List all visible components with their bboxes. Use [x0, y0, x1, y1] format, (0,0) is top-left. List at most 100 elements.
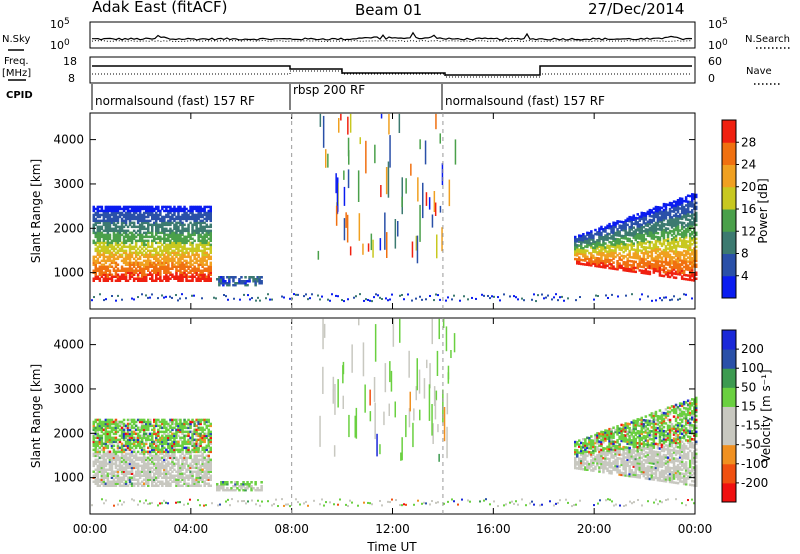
- echo-cell: [140, 235, 144, 239]
- echo-cell: [668, 261, 672, 265]
- echo-cell: [688, 224, 692, 228]
- echo-cell: [205, 448, 208, 452]
- echo-cell: [195, 231, 198, 235]
- echo-cell: [112, 438, 116, 442]
- echo-cell: [104, 261, 108, 265]
- echo-cell: [149, 261, 152, 265]
- echo-cell: [684, 218, 688, 221]
- echo-cell: [96, 448, 100, 452]
- echo-cell: [299, 503, 301, 506]
- echo-cell: [105, 499, 107, 502]
- echo-cell: [191, 480, 194, 483]
- echo-cell: [122, 257, 126, 261]
- echo-cell: [165, 243, 168, 247]
- echo-cell: [624, 235, 627, 238]
- echo-cell: [596, 265, 599, 268]
- echo-cell: [132, 263, 136, 266]
- echo-cell: [305, 500, 307, 503]
- echo-cell: [207, 472, 210, 475]
- echo-cell: [102, 482, 106, 485]
- freq-label-2: [MHz]: [2, 68, 31, 79]
- echo-cell: [177, 247, 180, 251]
- echo-cell: [203, 432, 206, 436]
- echo-cell: [588, 231, 591, 235]
- echo-cell: [691, 213, 694, 216]
- echo-cell: [132, 209, 136, 213]
- echo-cell: [659, 500, 661, 503]
- echo-cell: [197, 480, 200, 483]
- echo-cell: [175, 251, 178, 255]
- echo-cell: [666, 275, 670, 278]
- echo-cell: [331, 293, 333, 296]
- echo-cell: [203, 446, 206, 450]
- echo-cell: [656, 267, 660, 271]
- echo-cell: [157, 474, 160, 477]
- echo-cell: [102, 472, 106, 475]
- echo-cell: [175, 233, 178, 237]
- echo-cell: [94, 444, 97, 448]
- echo-cell: [666, 273, 670, 276]
- echo-cell: [124, 279, 128, 282]
- echo-cell: [161, 430, 164, 434]
- echo-cell: [665, 296, 667, 299]
- echo-cell: [136, 273, 140, 276]
- echo-cell: [609, 498, 611, 501]
- echo-cell: [124, 436, 128, 440]
- echo-cell: [149, 452, 152, 456]
- echo-cell: [138, 476, 142, 479]
- echo-cell: [680, 203, 684, 207]
- colorbar-swatch: [722, 164, 736, 188]
- echo-cell: [112, 275, 116, 278]
- echo-cell: [159, 231, 162, 235]
- echo-cell: [163, 456, 166, 460]
- echo-cell: [94, 217, 97, 221]
- echo-cell: [116, 211, 120, 215]
- echo-cell: [602, 230, 605, 233]
- echo-cell: [118, 460, 122, 464]
- echo-cell: [149, 273, 152, 276]
- echo-cell: [120, 277, 124, 280]
- echo-cell: [118, 464, 122, 468]
- echo-cell: [138, 223, 142, 227]
- echo-cell: [142, 464, 146, 468]
- echo-cell: [311, 293, 313, 296]
- echo-cell: [638, 231, 641, 234]
- echo-cell: [120, 265, 124, 268]
- echo-cell: [149, 438, 152, 442]
- echo-cell: [189, 241, 192, 245]
- echo-cell: [132, 213, 136, 217]
- echo-cell: [118, 478, 122, 481]
- echo-cell: [652, 223, 656, 226]
- echo-cell: [189, 452, 192, 456]
- echo-cell: [682, 199, 686, 203]
- echo-cell: [230, 488, 233, 492]
- echo-cell: [100, 219, 104, 223]
- echo-cell: [191, 247, 194, 251]
- echo-cell: [165, 233, 168, 237]
- echo-cell: [106, 436, 110, 440]
- echo-cell: [493, 500, 495, 503]
- echo-cell: [541, 293, 543, 296]
- echo-cell: [134, 269, 138, 272]
- echo-cell: [163, 474, 166, 477]
- echo-cell: [648, 212, 652, 216]
- echo-cell: [122, 438, 126, 442]
- echo-cell: [628, 251, 631, 255]
- echo-cell: [102, 265, 106, 268]
- echo-cell: [134, 466, 138, 470]
- echo-cell: [153, 464, 156, 468]
- echo-cell: [104, 207, 108, 211]
- echo-cell: [104, 251, 108, 255]
- echo-cell: [116, 255, 120, 259]
- echo-cell: [596, 263, 599, 266]
- echo-cell: [163, 209, 166, 213]
- echo-cell: [201, 253, 204, 257]
- echo-cell: [678, 251, 682, 254]
- echo-cell: [588, 257, 591, 261]
- echo-cell: [171, 267, 174, 270]
- echo-cell: [106, 462, 110, 466]
- echo-cell: [120, 213, 124, 217]
- echo-cell: [672, 218, 676, 221]
- echo-cell: [686, 252, 690, 255]
- echo-cell: [116, 273, 120, 276]
